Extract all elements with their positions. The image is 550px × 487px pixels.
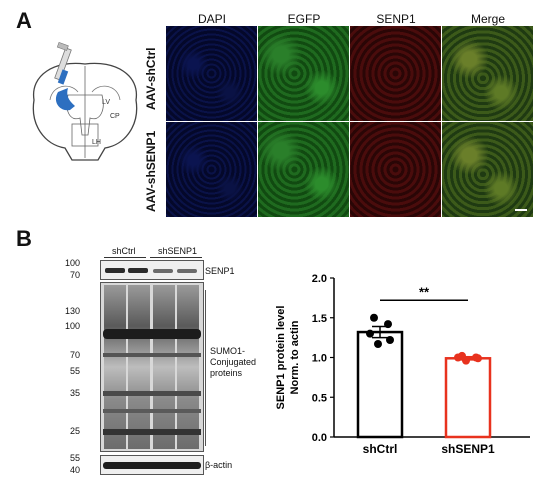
senp1-bar-chart: SENP1 protein level Norm. to actin 0.0 0.… [275,273,530,456]
sumo1-blot [100,282,204,452]
significance-label: ** [419,284,430,299]
data-point [386,336,394,345]
data-point [370,313,378,322]
sumo-marker-55: 55 [69,366,80,376]
sumo-bracket [205,290,206,446]
data-point [454,353,462,362]
actin-marker-55: 55 [69,453,80,463]
brain-label-lh: LH [92,139,101,146]
actin-marker-40: 40 [69,465,80,475]
data-point [366,329,374,338]
senp1-blot-label: SENP1 [205,266,235,276]
senp1-marker-70: 70 [69,270,80,280]
sumo-marker-70: 70 [69,350,80,360]
blot-group-shctrl: shCtrl [112,246,136,256]
micrograph-dapi-shctrl [166,26,257,121]
chart-ylabel-line1: SENP1 protein level [275,306,287,410]
micrograph-egfp-shsenp1 [258,122,349,217]
sumo-marker-100: 100 [64,321,80,331]
col-head-dapi: DAPI [197,12,226,26]
blot-group-line-shctrl [104,257,146,258]
y-tick-label: 0.5 [312,392,327,404]
micrograph-merge-shsenp1 [442,122,533,217]
y-tick-label: 1.0 [312,353,327,365]
data-point [374,339,382,348]
sumo1-blot-label: SUMO1- Conjugated proteins [210,346,257,378]
bar-shCtrl [356,330,404,439]
micrograph-egfp-shctrl [258,26,349,121]
senp1-blot [100,260,204,280]
brain-schematic-icon: LV CP LH [32,42,138,161]
data-point [384,320,392,329]
data-point [474,354,482,363]
blot-group-line-shsenp1 [150,257,202,258]
y-tick-label: 1.5 [312,313,327,325]
chart-ylabel-line2: Norm. to actin [289,320,301,394]
row-label-shsenp1: AAV-shSENP1 [144,130,158,212]
y-tick-label: 2.0 [312,273,327,285]
x-tick-label: shCtrl [363,442,398,456]
col-head-senp1: SENP1 [376,12,416,26]
data-point [462,356,470,365]
senp1-marker-100: 100 [64,258,80,268]
bar-shSENP1 [444,357,492,439]
x-tick-label: shSENP1 [441,442,495,456]
brain-label-cp: CP [110,113,120,120]
brain-label-lv: LV [102,99,110,106]
micrograph-senp1-shctrl [350,26,441,121]
panel-b-letter: B [16,226,32,251]
micrograph-senp1-shsenp1 [350,122,441,217]
col-head-merge: Merge [470,12,505,26]
blot-group-shsenp1: shSENP1 [158,246,198,256]
y-tick-label: 0.0 [312,432,327,444]
micrograph-dapi-shsenp1 [166,122,257,217]
col-head-egfp: EGFP [287,12,321,26]
row-label-shctrl: AAV-shCtrl [144,47,158,110]
actin-blot-label: β-actin [205,460,233,470]
actin-blot [100,455,204,475]
scale-bar [515,209,527,211]
sumo-marker-130: 130 [64,306,80,316]
sumo-marker-25: 25 [69,426,80,436]
sumo-marker-35: 35 [69,388,80,398]
micrograph-merge-shctrl [442,26,533,121]
panel-a-letter: A [16,8,32,33]
